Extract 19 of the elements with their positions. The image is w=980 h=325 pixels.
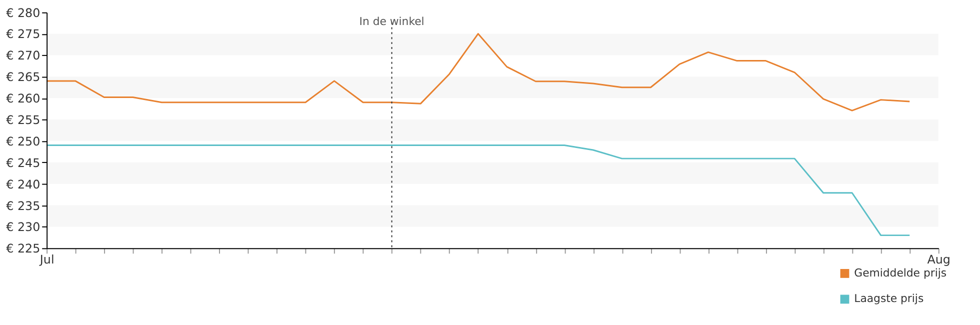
y-tick-label: € 225 <box>6 242 40 256</box>
y-tick-label: € 275 <box>6 27 40 42</box>
y-tick-label: € 245 <box>6 156 40 170</box>
ref-line-label: In de winkel <box>359 15 424 28</box>
legend-label: Laagste prijs <box>854 292 924 306</box>
line-series <box>46 144 910 236</box>
y-tick-label: € 260 <box>6 92 40 106</box>
y-tick-label: € 265 <box>6 70 40 84</box>
x-tick-label: Aug <box>927 252 950 267</box>
y-tick-label: € 240 <box>6 177 40 192</box>
line-series <box>46 33 910 112</box>
y-tick-label: € 280 <box>6 6 40 20</box>
y-tick-label: € 250 <box>6 134 40 148</box>
legend-label: Gemiddelde prijs <box>854 266 947 280</box>
y-tick-label: € 255 <box>6 113 40 128</box>
y-tick-label: € 235 <box>6 198 40 213</box>
y-tick-label: € 230 <box>6 220 40 234</box>
y-tick-label: € 270 <box>6 48 40 63</box>
x-tick-label: Jul <box>38 252 54 267</box>
